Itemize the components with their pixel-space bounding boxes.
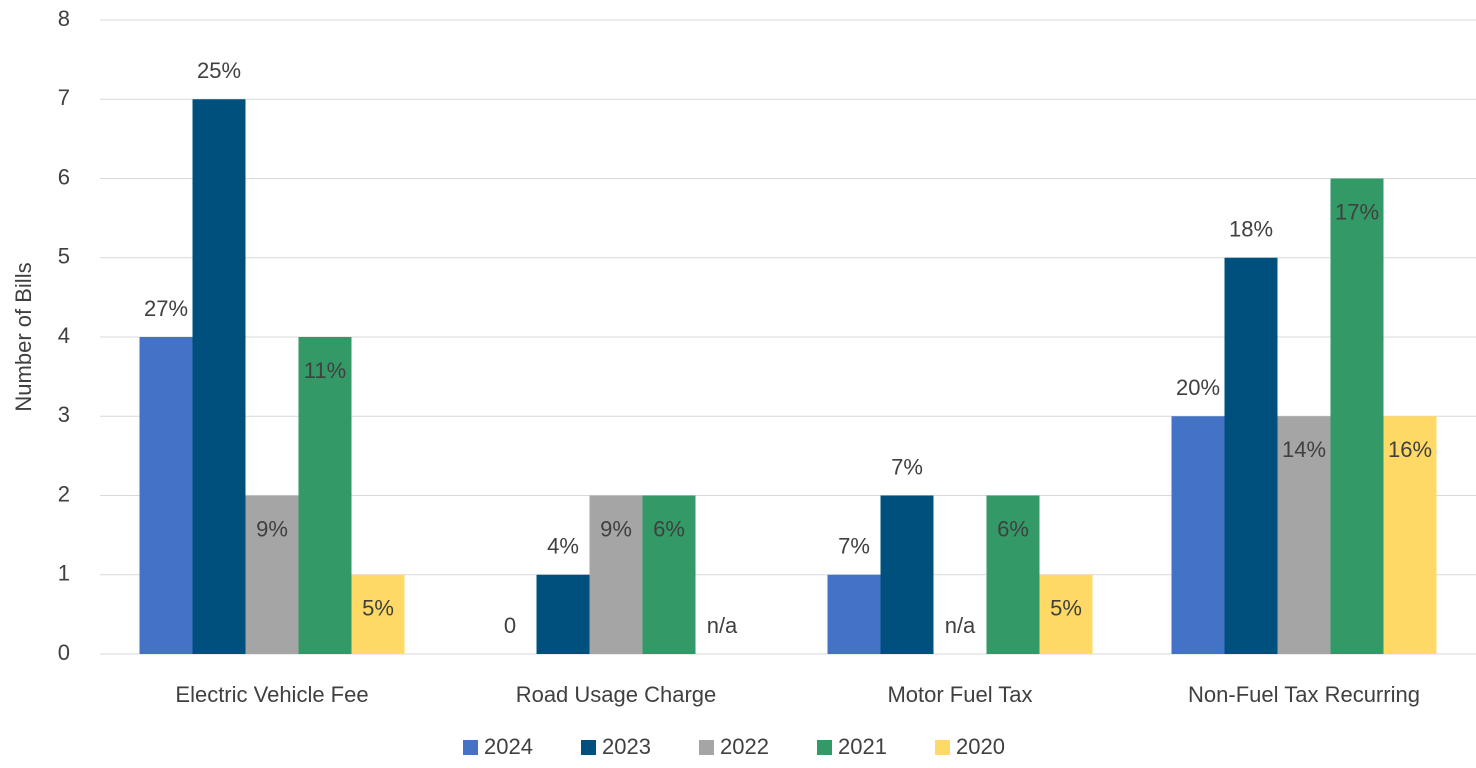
bar-label: 14% — [1282, 437, 1326, 462]
bar-label: 18% — [1229, 217, 1273, 242]
bar — [536, 574, 590, 654]
bar — [827, 574, 881, 654]
y-tick-label: 3 — [58, 402, 70, 427]
legend-label: 2021 — [838, 734, 887, 759]
bar — [1171, 416, 1225, 654]
bar — [986, 495, 1040, 654]
bar — [1039, 574, 1093, 654]
bar-label: 0 — [504, 613, 516, 638]
bar — [880, 495, 934, 654]
bar-label: 7% — [838, 534, 870, 559]
bar — [351, 574, 405, 654]
legend-swatch — [935, 740, 950, 755]
bar-label: n/a — [945, 613, 976, 638]
x-tick-label: Road Usage Charge — [516, 682, 717, 707]
legend-label: 2023 — [602, 734, 651, 759]
bar-label: n/a — [707, 613, 738, 638]
x-tick-label: Non-Fuel Tax Recurring — [1188, 682, 1420, 707]
bar — [192, 99, 246, 654]
bar — [1383, 416, 1437, 654]
legend-swatch — [463, 740, 478, 755]
bar — [298, 337, 352, 654]
bar-label: 16% — [1388, 437, 1432, 462]
bar — [589, 495, 643, 654]
bar-label: 4% — [547, 534, 579, 559]
bar-label: 5% — [362, 596, 394, 621]
bar-label: 17% — [1335, 199, 1379, 224]
bar-label: 20% — [1176, 375, 1220, 400]
bar-label: 11% — [304, 358, 346, 383]
bar — [642, 495, 696, 654]
y-tick-label: 1 — [58, 561, 70, 586]
y-axis-title: Number of Bills — [11, 262, 36, 411]
x-tick-label: Electric Vehicle Fee — [175, 682, 368, 707]
legend-swatch — [817, 740, 832, 755]
legend-swatch — [699, 740, 714, 755]
bar — [1224, 257, 1278, 654]
bar-label: 9% — [600, 516, 632, 541]
y-tick-label: 8 — [58, 6, 70, 31]
bar-label: 6% — [997, 516, 1029, 541]
legend-swatch — [581, 740, 596, 755]
legend-label: 2020 — [956, 734, 1005, 759]
x-tick-label: Motor Fuel Tax — [887, 682, 1032, 707]
bar — [1277, 416, 1331, 654]
y-tick-label: 4 — [58, 323, 70, 348]
legend-label: 2022 — [720, 734, 769, 759]
y-tick-label: 5 — [58, 244, 70, 269]
bar-label: 9% — [256, 516, 288, 541]
bar-label: 6% — [653, 516, 685, 541]
bar — [139, 337, 193, 654]
y-tick-label: 7 — [58, 85, 70, 110]
bar-label: 25% — [197, 58, 241, 83]
bar-label: 5% — [1050, 596, 1082, 621]
bar — [245, 495, 299, 654]
bar — [1330, 178, 1384, 654]
bar-label: 7% — [891, 454, 923, 479]
bar-label: 27% — [144, 296, 188, 321]
y-tick-label: 6 — [58, 164, 70, 189]
y-tick-label: 0 — [58, 640, 70, 665]
y-tick-label: 2 — [58, 481, 70, 506]
legend-label: 2024 — [484, 734, 533, 759]
